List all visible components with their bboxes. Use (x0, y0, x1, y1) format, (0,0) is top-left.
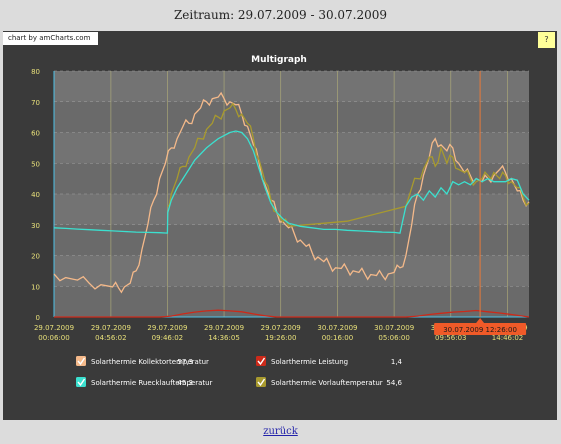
plot-band (54, 255, 529, 287)
y-tick-label: 80 (31, 68, 40, 76)
x-tick-time: 00:16:00 (322, 334, 353, 342)
x-tick-date: 29.07.2009 (91, 324, 131, 332)
x-tick-date: 30.07.2009 (374, 324, 414, 332)
x-tick-date: 29.07.2009 (204, 324, 244, 332)
x-tick-time: 04:56:02 (95, 334, 126, 342)
x-tick-time: 14:46:02 (492, 334, 523, 342)
y-tick-label: 60 (31, 130, 40, 138)
amcharts-credit[interactable]: chart by amCharts.com (3, 32, 98, 45)
x-tick-date: 29.07.2009 (34, 324, 74, 332)
y-tick-label: 20 (31, 253, 40, 261)
plot-band (54, 71, 529, 102)
legend-check-icon (257, 357, 266, 366)
legend-item[interactable]: Solarthermie Vorlauftemperatur 54,6 (256, 377, 403, 387)
legend-check-icon (77, 378, 86, 387)
legend-value: 1,4 (391, 358, 403, 366)
cursor-label: 30.07.2009 12:26:00 (443, 326, 517, 334)
legend-label: Solarthermie Kollektortemperatur (91, 358, 209, 366)
x-tick-time: 14:36:05 (208, 334, 239, 342)
x-tick-time: 09:46:02 (152, 334, 183, 342)
back-link[interactable]: zurück (263, 426, 298, 437)
cursor-label-box (434, 323, 527, 335)
legend-label: Solarthermie Ruecklauftemperatur (91, 379, 213, 387)
y-tick-label: 50 (31, 160, 40, 168)
legend-value: 54,6 (386, 379, 402, 387)
y-tick-label: 40 (31, 191, 40, 199)
legend-check-icon (77, 357, 86, 366)
plot-band (54, 132, 529, 164)
legend-value: 45,3 (177, 379, 193, 387)
plot-band (54, 194, 529, 225)
y-tick-label: 70 (31, 99, 40, 107)
help-button[interactable]: ? (538, 32, 555, 48)
legend-label: Solarthermie Vorlauftemperatur (271, 379, 383, 387)
series-line-2 (54, 309, 530, 318)
x-tick-time: 05:06:00 (378, 334, 409, 342)
chart-title: Multigraph (251, 55, 307, 65)
legend-label: Solarthermie Leistung (271, 358, 348, 366)
y-tick-label: 10 (31, 283, 40, 291)
series-line-1 (53, 130, 530, 234)
x-tick-date: 30.07.2009 (317, 324, 357, 332)
y-tick-label: 30 (31, 222, 40, 230)
legend-check-icon (257, 378, 266, 387)
series-line-0 (53, 91, 530, 294)
legend-item[interactable]: Solarthermie Leistung 1,4 (256, 356, 403, 366)
x-tick-date: 29.07.2009 (147, 324, 187, 332)
x-tick-time: 00:06:00 (38, 334, 69, 342)
x-tick-date: 29.07.2009 (261, 324, 301, 332)
x-tick-time: 19:26:00 (265, 334, 296, 342)
period-heading: Zeitraum: 29.07.2009 - 30.07.2009 (173, 8, 388, 22)
legend-value: 57,3 (177, 358, 193, 366)
x-tick-time: 09:56:03 (435, 334, 466, 342)
cursor-label-pointer (476, 318, 485, 323)
series-line-3 (167, 102, 530, 227)
y-tick-label: 0 (36, 314, 40, 322)
